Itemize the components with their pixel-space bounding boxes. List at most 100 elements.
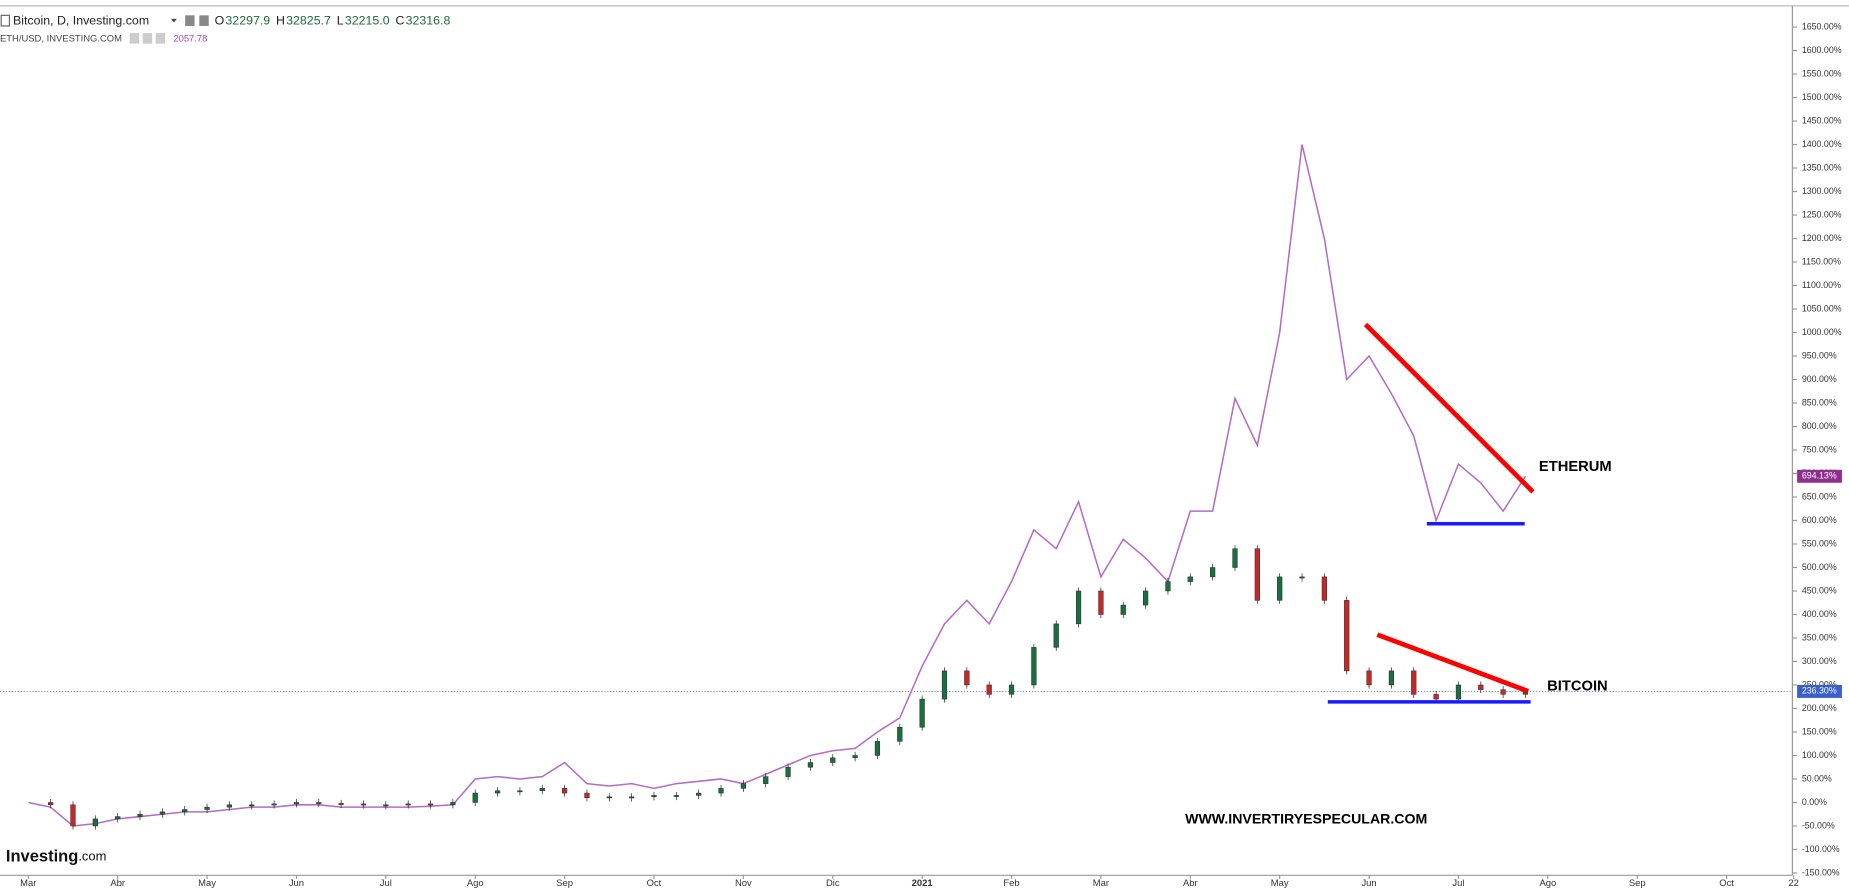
candle — [70, 804, 76, 827]
candle — [830, 757, 836, 763]
candle — [204, 806, 210, 810]
trend-line — [1376, 632, 1530, 694]
candle — [941, 670, 948, 700]
series-name[interactable]: ETH/USD, INVESTING.COM — [0, 32, 122, 43]
y-tick-label: 500.00% — [1802, 562, 1837, 572]
ohlc-value: 32297.9 — [225, 13, 270, 27]
ohlc-value: 32825.7 — [286, 13, 331, 27]
x-tick-label: Feb — [1003, 877, 1019, 888]
candle — [696, 792, 702, 796]
last-value-label: 236.30% — [1802, 686, 1837, 696]
ohlc: O 32297.9 H 32825.7 L 32215.0 C 32316.8 — [215, 13, 451, 27]
candle — [1433, 694, 1439, 700]
candle — [316, 802, 322, 804]
x-tick-label: May — [1271, 877, 1289, 888]
close-icon[interactable] — [155, 33, 166, 44]
x-tick-label: May — [198, 877, 216, 888]
candle — [1277, 576, 1283, 601]
y-tick-label: -50.00% — [1802, 820, 1835, 830]
candle — [48, 802, 54, 806]
candle — [226, 804, 233, 808]
candle — [1455, 684, 1462, 700]
ohlc-label: H — [276, 13, 285, 27]
candle — [584, 792, 590, 798]
candle — [517, 790, 523, 793]
candle — [673, 795, 679, 797]
plot-area: -150.00% -100.00% -50.00% 0.00% 50.00% 100.00… — [0, 21, 1842, 888]
y-tick-label: 750.00% — [1802, 444, 1837, 454]
logo-brand: Investing — [6, 848, 78, 866]
candle — [1008, 684, 1015, 695]
candle — [986, 684, 992, 695]
candle — [450, 802, 456, 806]
dropdown-arrow[interactable] — [170, 18, 177, 23]
candle — [1411, 670, 1417, 695]
ohlc-value: 32215.0 — [345, 13, 390, 27]
y-tick-label: 200.00% — [1802, 703, 1837, 713]
settings-icon[interactable] — [129, 33, 140, 44]
series-name[interactable]: Bitcoin, D, Investing.com — [13, 13, 149, 27]
x-tick-label: Ago — [467, 877, 484, 888]
y-tick-label: 650.00% — [1802, 491, 1837, 501]
candle — [360, 803, 367, 806]
x-tick-label: Sep — [556, 877, 573, 888]
trend-line — [1363, 322, 1535, 494]
settings-icon[interactable] — [185, 15, 195, 26]
annotation: BITCOIN — [1547, 678, 1608, 694]
candle — [427, 803, 434, 806]
y-tick-label: 600.00% — [1802, 515, 1837, 525]
y-tick-label: 300.00% — [1802, 656, 1837, 666]
logo: Investing.com — [6, 848, 107, 866]
hide-icon[interactable] — [142, 33, 153, 44]
y-tick-label: 50.00% — [1802, 773, 1832, 783]
series-line — [28, 144, 1527, 827]
candle — [1478, 684, 1484, 690]
x-tick-label: 22 — [1788, 877, 1798, 888]
candle — [115, 816, 121, 820]
last-value-label: 694.13% — [1802, 471, 1837, 481]
y-tick-label: 1200.00% — [1802, 233, 1842, 243]
y-tick-label: 1050.00% — [1802, 303, 1842, 313]
candle — [629, 796, 635, 799]
candle — [606, 796, 612, 799]
candle — [293, 802, 300, 805]
annotation: ETHERUM — [1539, 459, 1612, 475]
candle — [1098, 590, 1104, 615]
candle — [651, 795, 657, 798]
y-tick-label: 1550.00% — [1802, 68, 1842, 78]
x-tick-label: Oct — [1719, 877, 1734, 888]
y-tick-label: 450.00% — [1802, 585, 1837, 595]
candle — [740, 783, 746, 789]
candle — [1165, 581, 1171, 592]
candle — [897, 727, 903, 742]
close-icon[interactable] — [199, 15, 209, 26]
x-tick-label: Jun — [289, 877, 304, 888]
candle — [137, 813, 143, 817]
x-tick-label: Jul — [1452, 877, 1464, 888]
y-tick-label: 1100.00% — [1802, 280, 1841, 290]
candle — [1053, 623, 1059, 648]
last-price: 2057.78 — [173, 32, 207, 43]
candle — [718, 788, 724, 794]
y-tick-label: 800.00% — [1802, 421, 1837, 431]
candle — [1500, 689, 1506, 695]
candle — [1388, 670, 1395, 686]
candle — [852, 755, 858, 759]
candle — [807, 762, 814, 768]
y-tick-label: -150.00% — [1802, 867, 1840, 877]
y-tick-label: 1250.00% — [1802, 209, 1842, 219]
ohlc-label: L — [337, 13, 344, 27]
last-value-box — [1797, 469, 1842, 483]
candle — [785, 766, 791, 777]
candle — [539, 788, 545, 791]
ohlc-label: O — [215, 13, 225, 27]
candle — [562, 788, 568, 794]
x-tick-label: Abr — [1183, 877, 1198, 888]
y-tick-label: 400.00% — [1802, 609, 1837, 619]
y-tick-label: 1300.00% — [1802, 186, 1842, 196]
y-tick-label: 900.00% — [1802, 374, 1837, 384]
candle — [1232, 548, 1238, 568]
collapse-icon[interactable] — [0, 14, 11, 27]
candle — [383, 804, 389, 807]
